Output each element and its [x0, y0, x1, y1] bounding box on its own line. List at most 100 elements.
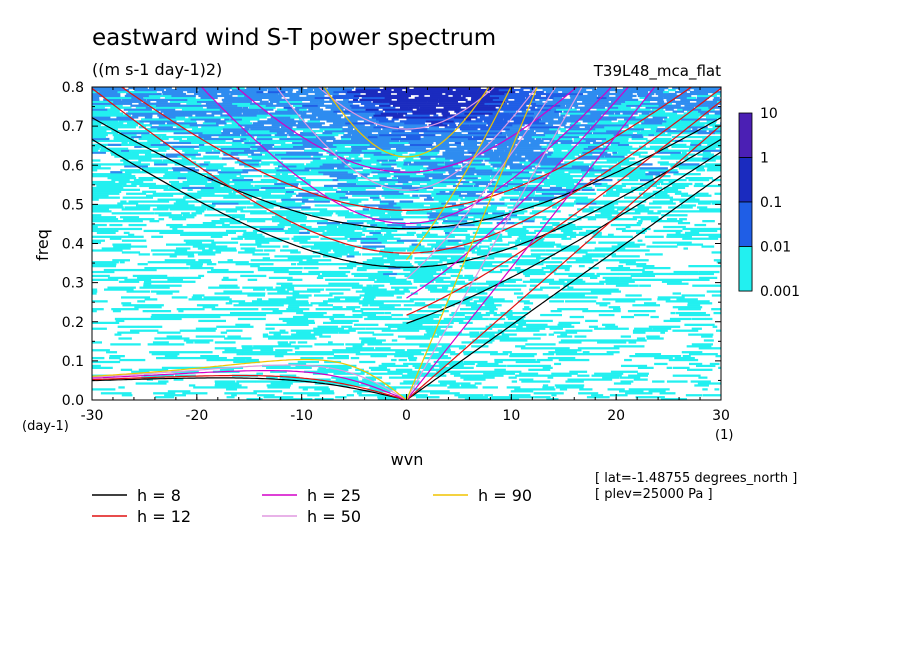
spectrum-cell	[540, 313, 562, 317]
spectrum-cell	[417, 263, 438, 266]
spectrum-cell	[376, 343, 408, 346]
spectrum-cell	[328, 147, 352, 150]
spectrum-cell	[145, 106, 152, 109]
dispersion-curve-ig1	[323, 87, 490, 158]
spectrum-cell	[184, 173, 212, 176]
spectrum-cell	[310, 169, 332, 172]
spectrum-cell	[533, 116, 564, 119]
spectrum-cell	[522, 225, 533, 229]
spectrum-cell	[407, 313, 423, 317]
spectrum-cell	[203, 169, 219, 172]
spectrum-cell	[501, 131, 510, 135]
spectrum-cell	[223, 290, 243, 293]
spectrum-cell	[666, 218, 678, 221]
spectrum-cell	[712, 92, 721, 96]
spectrum-cell	[372, 98, 386, 101]
spectrum-cell	[530, 249, 546, 252]
spectrum-cell	[286, 131, 294, 135]
spectrum-cell	[128, 141, 161, 145]
spectrum-cell	[697, 206, 708, 209]
spectrum-cell	[470, 98, 477, 101]
spectrum-cell	[381, 329, 390, 332]
spectrum-cell	[252, 253, 270, 256]
spectrum-cell	[697, 153, 715, 156]
spectrum-cell	[558, 278, 583, 281]
spectrum-cell	[247, 278, 258, 281]
spectrum-cell	[299, 241, 331, 244]
spectrum-cell	[535, 190, 567, 193]
spectrum-cell	[715, 329, 721, 332]
spectrum-cell	[336, 176, 351, 180]
spectrum-cell	[403, 304, 433, 307]
spectrum-cell	[672, 184, 689, 188]
spectrum-cell	[682, 237, 711, 240]
spectrum-cell	[478, 229, 495, 233]
spectrum-cell	[533, 392, 564, 395]
spectrum-cell	[396, 272, 421, 276]
spectrum-cell	[296, 331, 311, 334]
spectrum-cell	[113, 137, 134, 141]
spectrum-cell	[687, 110, 699, 113]
spectrum-cell	[325, 278, 351, 281]
spectrum-cell	[170, 266, 189, 270]
spectrum-cell	[508, 102, 537, 105]
spectrum-cell	[642, 270, 654, 274]
spectrum-cell	[534, 388, 556, 391]
spectrum-cell	[668, 272, 686, 276]
spectrum-cell	[526, 325, 553, 328]
spectrum-cell	[164, 249, 188, 252]
spectrum-cell	[152, 208, 169, 211]
spectrum-cell	[155, 317, 182, 321]
spectrum-cell	[403, 159, 421, 162]
spectrum-cell	[509, 128, 524, 131]
spectrum-cell	[155, 102, 161, 105]
spectrum-cell	[605, 282, 629, 285]
spectrum-cell	[585, 253, 593, 256]
spectrum-cell	[464, 112, 493, 115]
spectrum-cell	[263, 190, 287, 193]
spectrum-cell	[619, 223, 641, 227]
spectrum-cell	[156, 276, 162, 280]
spectrum-cell	[92, 88, 106, 92]
spectrum-cell	[458, 153, 465, 156]
spectrum-cell	[385, 98, 392, 101]
spectrum-cell	[329, 135, 335, 139]
spectrum-cell	[267, 386, 291, 389]
spectrum-cell	[526, 147, 544, 150]
spectrum-cell	[341, 325, 352, 328]
spectrum-cell	[702, 151, 711, 154]
spectrum-cell	[567, 378, 595, 381]
spectrum-cell	[418, 364, 445, 368]
spectrum-cell	[569, 124, 575, 127]
spectrum-cell	[687, 304, 701, 307]
spectrum-cell	[361, 339, 378, 342]
spectrum-cell	[358, 302, 384, 305]
spectrum-cell	[517, 237, 545, 240]
spectrum-cell	[380, 112, 398, 115]
spectrum-cell	[431, 304, 455, 307]
spectrum-cell	[92, 261, 119, 264]
spectrum-cell	[403, 163, 408, 166]
spectrum-cell	[610, 143, 619, 146]
spectrum-cell	[688, 353, 718, 356]
spectrum-cell	[441, 96, 466, 100]
spectrum-cell	[190, 194, 206, 197]
spectrum-cell	[173, 169, 200, 172]
spectrum-cell	[276, 282, 293, 285]
spectrum-cell	[604, 155, 625, 158]
spectrum-cell	[457, 173, 475, 176]
spectrum-cell	[672, 87, 699, 90]
spectrum-cell	[439, 259, 463, 262]
spectrum-cell	[633, 278, 658, 281]
spectrum-cell	[168, 176, 179, 180]
spectrum-cell	[305, 96, 315, 100]
spectrum-cell	[352, 310, 364, 313]
spectrum-cell	[338, 178, 349, 182]
spectrum-cell	[443, 229, 468, 233]
spectrum-cell	[197, 190, 202, 193]
spectrum-cell	[173, 276, 201, 280]
spectrum-cell	[602, 376, 620, 379]
spectrum-cell	[316, 221, 341, 225]
spectrum-cell	[690, 229, 718, 233]
spectrum-cell	[258, 202, 271, 205]
